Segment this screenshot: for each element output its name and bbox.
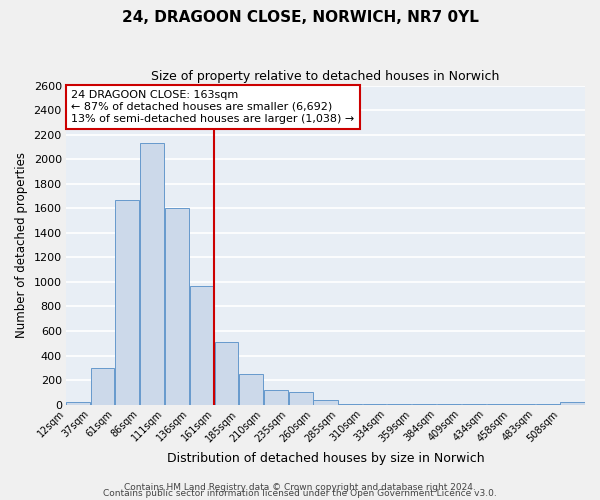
Bar — [289, 392, 313, 404]
Bar — [263, 390, 288, 404]
Bar — [115, 200, 139, 404]
Bar — [215, 342, 238, 404]
Bar — [67, 402, 91, 404]
Bar — [313, 400, 338, 404]
Bar — [91, 368, 115, 405]
Y-axis label: Number of detached properties: Number of detached properties — [15, 152, 28, 338]
Text: Contains HM Land Registry data © Crown copyright and database right 2024.: Contains HM Land Registry data © Crown c… — [124, 483, 476, 492]
Text: 24, DRAGOON CLOSE, NORWICH, NR7 0YL: 24, DRAGOON CLOSE, NORWICH, NR7 0YL — [122, 10, 478, 25]
Bar — [560, 402, 584, 404]
X-axis label: Distribution of detached houses by size in Norwich: Distribution of detached houses by size … — [167, 452, 484, 465]
Bar — [239, 374, 263, 404]
Text: Contains public sector information licensed under the Open Government Licence v3: Contains public sector information licen… — [103, 489, 497, 498]
Text: 24 DRAGOON CLOSE: 163sqm
← 87% of detached houses are smaller (6,692)
13% of sem: 24 DRAGOON CLOSE: 163sqm ← 87% of detach… — [71, 90, 355, 124]
Title: Size of property relative to detached houses in Norwich: Size of property relative to detached ho… — [151, 70, 500, 83]
Bar — [165, 208, 189, 404]
Bar — [190, 286, 214, 405]
Bar — [140, 143, 164, 405]
